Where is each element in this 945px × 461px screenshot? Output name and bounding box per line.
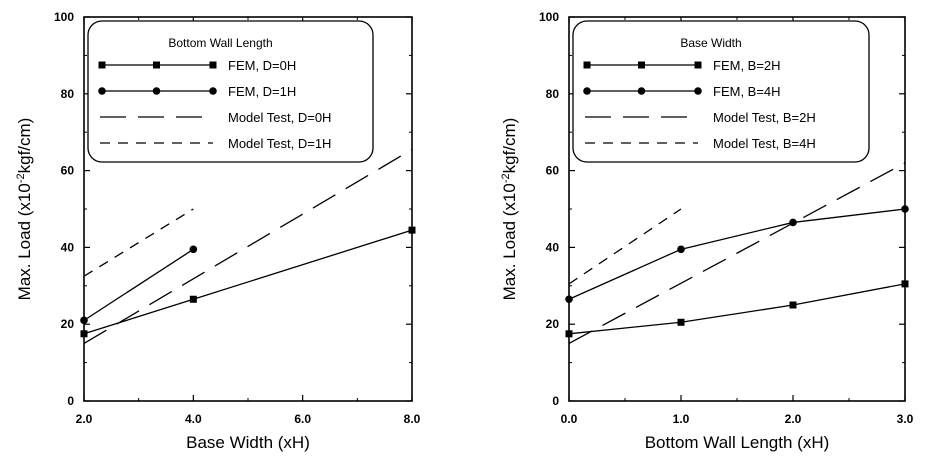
x-tick-label: 3.0 — [897, 412, 914, 426]
y-tick-label: 0 — [552, 394, 559, 408]
series-1 — [566, 280, 909, 337]
series-3 — [569, 163, 905, 343]
series-line — [569, 163, 905, 343]
legend-marker-circle — [209, 87, 217, 95]
y-tick-label: 60 — [546, 164, 560, 178]
y-tick-label: 100 — [539, 10, 559, 24]
x-tick-label: 6.0 — [294, 412, 311, 426]
chart-panel-1: 0 20 40 60 80 100 2.0 4.0 6.0 8.0 Base Width (xH) M… — [15, 10, 421, 452]
legend: Base Width FEM, B=2H FEM, B=4H Model Test, … — [573, 21, 869, 162]
series-line — [569, 209, 681, 284]
data-point-square — [81, 330, 88, 337]
legend-marker-circle — [153, 87, 161, 95]
series-line — [84, 249, 193, 320]
legend-label: FEM, B=4H — [713, 84, 781, 99]
legend-marker-square — [695, 62, 702, 69]
legend-title: Bottom Wall Length — [168, 36, 272, 50]
y-axis-label-sup: -2 — [15, 173, 27, 183]
legend-label: FEM, D=0H — [228, 58, 296, 73]
y-tick-label: 0 — [67, 394, 74, 408]
y-axis-label-tail: kgf/cm) — [500, 118, 519, 174]
series-2 — [565, 205, 909, 303]
legend-marker-circle — [638, 87, 646, 95]
legend: Bottom Wall Length FEM, D=0H FEM, D=1H Mode… — [88, 21, 373, 162]
y-tick-label: 20 — [61, 317, 75, 331]
x-tick-label: 8.0 — [404, 412, 421, 426]
chart-panel-2: 0 20 40 60 80 100 0.0 1.0 2.0 3.0 Bottom Wall Leng… — [500, 10, 914, 452]
y-axis-label: Max. Load (x10-2kgf/cm) — [500, 118, 519, 301]
legend-label: Model Test, B=2H — [713, 110, 816, 125]
data-point-circle — [565, 295, 573, 303]
series-4 — [84, 209, 193, 276]
y-axis-label-main: Max. Load (x10 — [15, 183, 34, 300]
series-line — [569, 209, 905, 299]
legend-label: Model Test, D=0H — [228, 110, 331, 125]
data-point-circle — [80, 317, 88, 325]
y-axis-label-main: Max. Load (x10 — [500, 183, 519, 300]
data-point-circle — [190, 246, 198, 254]
legend-marker-square — [210, 62, 217, 69]
y-tick-label: 20 — [546, 317, 560, 331]
y-tick-label: 60 — [61, 164, 75, 178]
data-point-circle — [677, 246, 685, 254]
y-tick-label: 80 — [61, 87, 75, 101]
data-point-square — [790, 302, 797, 309]
series-2 — [80, 246, 197, 325]
legend-marker-square — [99, 62, 106, 69]
legend-marker-square — [638, 62, 645, 69]
data-point-circle — [901, 205, 909, 213]
legend-label: FEM, B=2H — [713, 58, 781, 73]
legend-marker-circle — [583, 87, 591, 95]
legend-marker-circle — [98, 87, 106, 95]
legend-marker-square — [584, 62, 591, 69]
series-line — [569, 284, 905, 334]
x-tick-label: 1.0 — [673, 412, 690, 426]
y-tick-label: 40 — [546, 240, 560, 254]
y-axis-label-tail: kgf/cm) — [15, 118, 34, 174]
data-point-square — [190, 296, 197, 303]
series-1 — [81, 227, 416, 338]
x-tick-label: 0.0 — [561, 412, 578, 426]
y-tick-label: 100 — [54, 10, 74, 24]
y-tick-label: 40 — [61, 240, 75, 254]
legend-marker-square — [153, 62, 160, 69]
y-tick-label: 80 — [546, 87, 560, 101]
y-axis-label: Max. Load (x10-2kgf/cm) — [15, 118, 34, 301]
data-point-square — [902, 280, 909, 287]
x-axis-label: Base Width (xH) — [186, 433, 310, 452]
y-axis-label-sup: -2 — [500, 173, 512, 183]
series-line — [84, 209, 193, 276]
legend-label: Model Test, D=1H — [228, 136, 331, 151]
x-axis-label: Bottom Wall Length (xH) — [645, 433, 830, 452]
x-tick-label: 2.0 — [785, 412, 802, 426]
legend-label: Model Test, B=4H — [713, 136, 816, 151]
data-point-square — [409, 227, 416, 234]
legend-title: Base Width — [680, 36, 741, 50]
legend-marker-circle — [694, 87, 702, 95]
series-4 — [569, 209, 681, 284]
data-point-square — [566, 330, 573, 337]
x-tick-label: 2.0 — [76, 412, 93, 426]
data-point-square — [678, 319, 685, 326]
x-tick-label: 4.0 — [185, 412, 202, 426]
legend-label: FEM, D=1H — [228, 84, 296, 99]
